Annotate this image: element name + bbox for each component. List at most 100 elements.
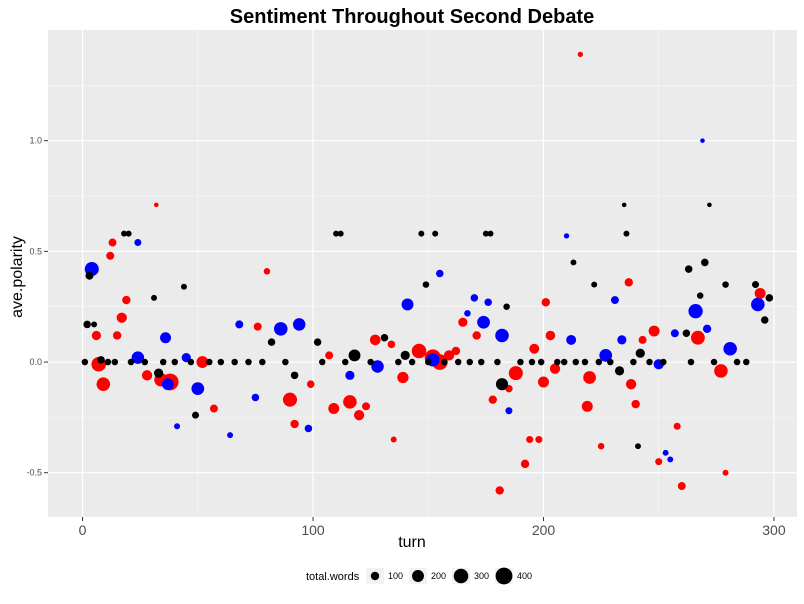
red-point: [91, 330, 101, 341]
legend-label: 200: [431, 571, 446, 581]
blue-point: [667, 456, 674, 463]
black-point: [290, 371, 299, 380]
red-point: [116, 312, 127, 323]
black-point: [630, 358, 637, 366]
red-point: [387, 340, 396, 349]
black-point: [635, 348, 645, 358]
red-point: [581, 400, 593, 412]
black-point: [85, 271, 94, 280]
legend: total.words 100 200 300 400: [306, 567, 532, 585]
black-point: [660, 358, 667, 366]
black-point: [187, 358, 195, 366]
blue-point: [702, 324, 712, 334]
black-point: [682, 329, 691, 338]
blue-point: [495, 328, 509, 343]
black-point: [595, 358, 603, 366]
black-point: [206, 358, 213, 366]
blue-point: [436, 269, 444, 278]
red-point: [495, 486, 504, 495]
chart-title: Sentiment Throughout Second Debate: [230, 6, 594, 28]
black-point: [696, 292, 704, 299]
black-point: [752, 281, 760, 289]
red-point: [541, 298, 550, 307]
black-point: [560, 358, 568, 366]
blue-point: [617, 335, 627, 345]
black-point: [635, 443, 641, 450]
x-tick-label: 300: [762, 522, 786, 538]
red-point: [451, 346, 461, 356]
black-point: [494, 358, 501, 366]
blue-point: [160, 332, 172, 344]
black-point: [408, 358, 416, 366]
black-point: [259, 358, 266, 366]
legend-key-point: [412, 570, 424, 582]
red-point: [520, 459, 530, 469]
black-point: [318, 358, 326, 366]
black-point: [418, 230, 425, 237]
red-point: [677, 482, 686, 490]
black-point: [701, 258, 709, 267]
black-point: [367, 358, 374, 366]
red-point: [597, 442, 605, 450]
black-point: [380, 333, 389, 342]
black-point: [91, 321, 98, 328]
black-point: [537, 358, 545, 366]
red-point: [488, 395, 497, 404]
black-point: [733, 358, 741, 366]
y-tick-label: 0.0: [29, 357, 42, 367]
blue-point: [235, 320, 244, 329]
red-point: [96, 377, 111, 391]
legend-label: 100: [388, 571, 403, 581]
blue-point: [401, 298, 414, 311]
black-point: [760, 316, 769, 324]
red-point: [282, 392, 298, 407]
blue-point: [670, 329, 679, 338]
black-point: [159, 358, 167, 366]
blue-point: [662, 449, 669, 456]
black-point: [570, 259, 577, 266]
x-tick-label: 100: [301, 522, 325, 538]
major-gridlines: [48, 30, 797, 517]
blue-point: [700, 138, 705, 143]
blue-point: [563, 233, 570, 239]
black-point: [125, 230, 132, 237]
red-point: [362, 402, 371, 411]
black-point: [141, 358, 149, 366]
black-point: [282, 358, 289, 366]
blue-point: [345, 370, 355, 380]
red-point: [631, 399, 640, 409]
blue-point: [191, 382, 205, 395]
y-axis-title: ave.polarity: [9, 236, 26, 318]
red-point: [508, 366, 523, 381]
red-point: [549, 363, 561, 374]
black-point: [154, 368, 164, 378]
black-point: [687, 358, 695, 366]
black-point: [528, 358, 536, 366]
black-point: [245, 358, 252, 366]
red-point: [722, 469, 729, 476]
black-point: [342, 358, 349, 366]
black-point: [607, 358, 614, 366]
black-point: [503, 303, 510, 310]
black-point: [425, 358, 432, 366]
red-point: [154, 202, 159, 208]
red-point: [754, 287, 766, 299]
black-point: [572, 358, 580, 366]
red-point: [108, 238, 117, 247]
legend-key-point: [453, 568, 469, 584]
black-point: [111, 358, 119, 366]
black-point: [121, 230, 128, 237]
black-point: [684, 265, 693, 273]
red-point: [529, 343, 540, 354]
red-point: [253, 322, 262, 331]
red-point: [411, 343, 427, 359]
blue-point: [470, 294, 479, 302]
black-point: [432, 230, 439, 237]
blue-point: [292, 318, 306, 331]
red-point: [472, 331, 481, 340]
black-point: [581, 358, 589, 366]
y-tick-label: -0.5: [26, 468, 42, 478]
blue-point: [161, 378, 174, 391]
blue-point: [610, 296, 619, 305]
